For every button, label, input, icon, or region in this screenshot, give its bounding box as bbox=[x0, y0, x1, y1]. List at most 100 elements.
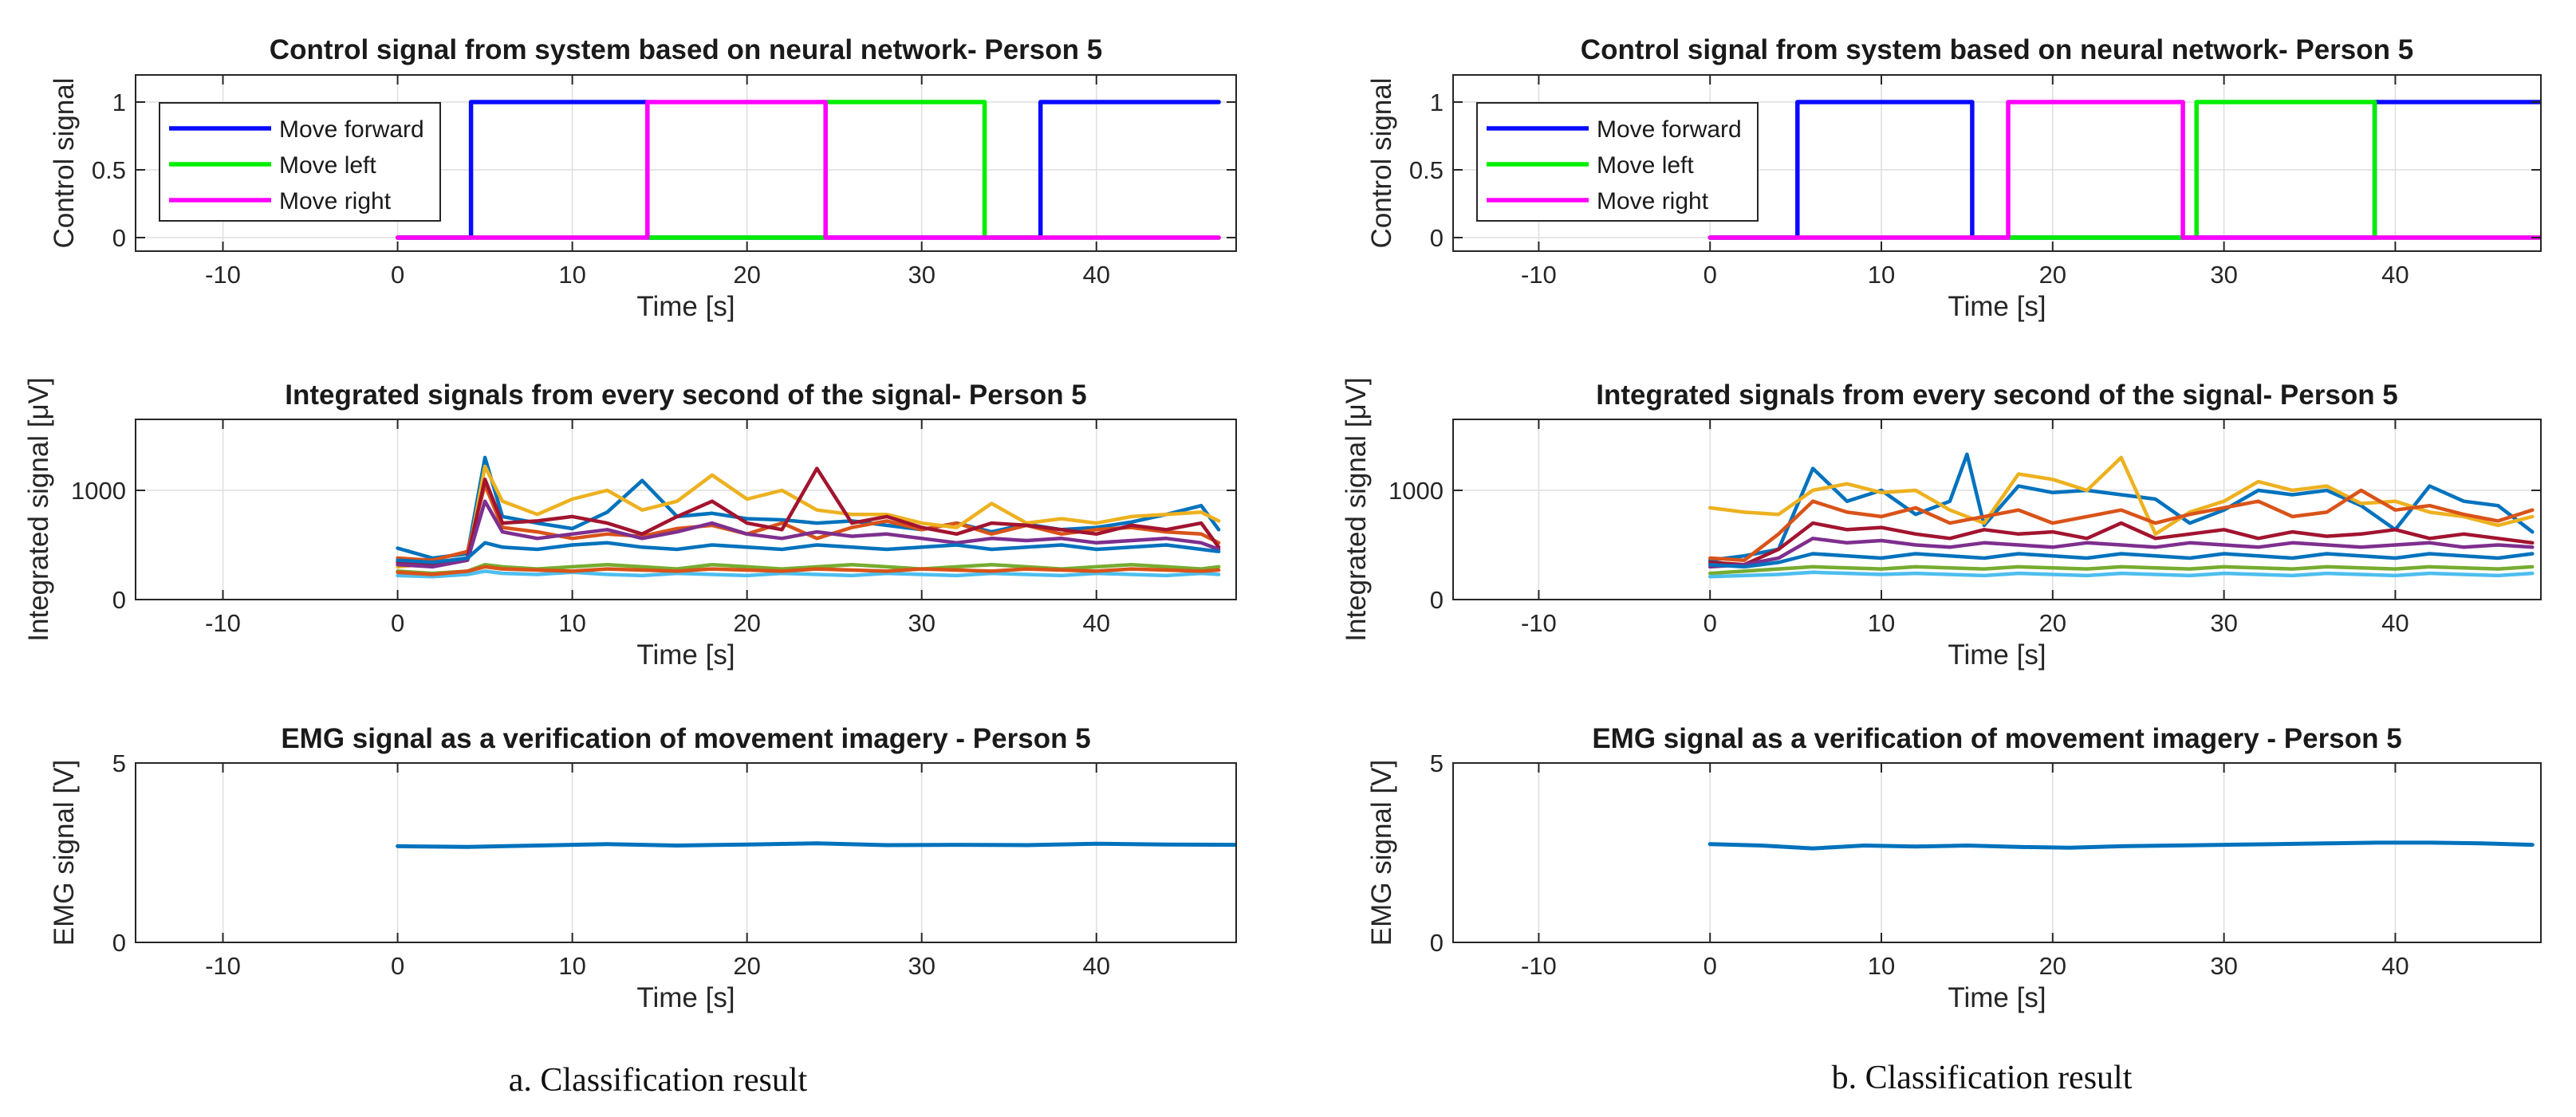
axes-box bbox=[1452, 762, 2542, 943]
panel-caption: b. Classification result bbox=[1832, 1060, 2133, 1096]
subplot-title: Control signal from system based on neur… bbox=[1581, 34, 2413, 65]
panel-caption: a. Classification result bbox=[509, 1062, 808, 1099]
panel-b: b. Classification result-10 0 10 20 30 4000.5… bbox=[1341, 34, 2542, 1096]
subplot-3: -10 0 10 20 30 40 0 5 EMG signal as a verificati… bbox=[1366, 723, 2542, 1013]
x-tick-label: 30 bbox=[2210, 952, 2237, 980]
x-axis-label: Time [s] bbox=[636, 639, 735, 671]
y-axis-label: Integrated signal [μV] bbox=[23, 377, 54, 641]
series-ch3 bbox=[1707, 488, 2535, 562]
axes-box bbox=[1452, 419, 2542, 600]
x-tick-label: 20 bbox=[733, 609, 760, 637]
x-tick-label: -10 bbox=[1521, 952, 1557, 980]
legend-entry: Move right bbox=[279, 188, 392, 214]
x-tick-label: 20 bbox=[733, 952, 760, 980]
y-tick-label: 0 bbox=[1430, 929, 1444, 957]
x-tick-label: 10 bbox=[1868, 952, 1895, 980]
y-tick-label: 0 bbox=[1430, 586, 1444, 614]
x-tick-label: 0 bbox=[391, 609, 404, 637]
legend-entry: Move forward bbox=[1597, 116, 1742, 143]
y-tick-label: 5 bbox=[112, 749, 126, 777]
series-group bbox=[395, 100, 1221, 240]
axes-box bbox=[1452, 74, 2542, 252]
series-ch6 bbox=[396, 562, 1221, 576]
legend-entry: Move forward bbox=[279, 116, 424, 143]
x-tick-label: 0 bbox=[391, 261, 404, 289]
panel-a: a. Classification result -10 0 10 20 30 40 0 0.5… bbox=[23, 34, 1237, 1099]
subplot-title: EMG signal as a verification of movement… bbox=[281, 723, 1090, 754]
x-tick-label: 0 bbox=[391, 952, 404, 980]
y-tick-label: 0 bbox=[112, 224, 126, 252]
y-axis-label: EMG signal [V] bbox=[49, 760, 80, 946]
series-ch1 bbox=[396, 455, 1221, 560]
grid bbox=[1453, 762, 2541, 943]
x-tick-label: 20 bbox=[2039, 609, 2066, 637]
x-tick-label: 20 bbox=[2039, 261, 2066, 289]
series-ch4 bbox=[1707, 521, 2535, 567]
axes-box bbox=[135, 74, 1237, 252]
x-axis-label: Time [s] bbox=[1948, 982, 2046, 1013]
y-axis-label: EMG signal [V] bbox=[1366, 760, 1397, 946]
series-ch8 bbox=[396, 541, 1221, 564]
y-tick-label: 0 bbox=[112, 929, 126, 957]
subplot-title: Integrated signals from every second of … bbox=[1596, 380, 2398, 411]
x-tick-label: 10 bbox=[1868, 261, 1895, 289]
series-ch1 bbox=[1707, 452, 2535, 562]
series-group bbox=[396, 841, 1236, 849]
x-tick-label: -10 bbox=[205, 261, 241, 289]
y-tick-label: 0 bbox=[1430, 224, 1444, 252]
y-tick-label: 1 bbox=[1430, 88, 1444, 116]
series-emg bbox=[396, 841, 1236, 849]
x-tick-label: 40 bbox=[2381, 261, 2409, 289]
y-tick-label: 1000 bbox=[1388, 477, 1444, 505]
subplot-title: Integrated signals from every second of … bbox=[285, 380, 1087, 411]
series-ch9 bbox=[396, 564, 1221, 576]
y-tick-label: 0.5 bbox=[1409, 156, 1444, 184]
x-tick-label: 10 bbox=[558, 261, 585, 289]
x-tick-label: 30 bbox=[908, 609, 935, 637]
x-tick-label: 40 bbox=[1083, 952, 1110, 980]
series-ch2 bbox=[1707, 455, 2535, 537]
series-group bbox=[396, 455, 1221, 579]
x-tick-label: -10 bbox=[1521, 609, 1557, 637]
x-tick-label: 40 bbox=[1083, 609, 1110, 637]
series-ch7 bbox=[396, 569, 1221, 579]
x-tick-label: 10 bbox=[558, 952, 585, 980]
series-group bbox=[1707, 840, 2535, 851]
y-axis-label: Control signal bbox=[49, 78, 80, 249]
grid bbox=[136, 762, 1236, 943]
x-axis-label: Time [s] bbox=[1948, 291, 2046, 322]
x-tick-label: 20 bbox=[733, 261, 760, 289]
y-tick-label: 0.5 bbox=[92, 156, 126, 184]
series-ch8 bbox=[1707, 552, 2535, 569]
subplot-title: Control signal from system based on neur… bbox=[270, 34, 1102, 65]
series-move-right bbox=[1707, 100, 2541, 240]
series-emg bbox=[1707, 840, 2535, 851]
x-tick-label: 10 bbox=[1868, 609, 1895, 637]
series-ch2 bbox=[396, 482, 1221, 562]
subplot-3: -10 0 10 20 30 40 0 5 EMG signal as a verificati… bbox=[49, 723, 1237, 1013]
y-tick-label: 1000 bbox=[71, 477, 126, 505]
y-tick-label: 5 bbox=[1430, 749, 1444, 777]
subplot-1: -10 0 10 20 30 40 0 0.5 1 Control signal from sys… bbox=[49, 34, 1237, 322]
axes-box bbox=[135, 762, 1237, 943]
series-group bbox=[1707, 452, 2535, 579]
y-tick-label: 0 bbox=[112, 586, 126, 614]
x-axis-label: Time [s] bbox=[636, 982, 735, 1013]
x-tick-label: 40 bbox=[1083, 261, 1110, 289]
x-tick-label: 30 bbox=[908, 261, 935, 289]
subplot-2: -10 0 10 20 30 40 0 1000 Integrated signals from… bbox=[1341, 377, 2542, 671]
series-ch7 bbox=[1707, 570, 2535, 579]
legend: Move forward Move left Move right bbox=[1476, 102, 1759, 222]
series-ch4 bbox=[396, 466, 1221, 567]
x-tick-label: -10 bbox=[205, 609, 241, 637]
x-tick-label: 20 bbox=[2039, 952, 2066, 980]
x-tick-label: 0 bbox=[1704, 261, 1717, 289]
x-tick-label: 10 bbox=[558, 609, 585, 637]
x-tick-label: -10 bbox=[1521, 261, 1557, 289]
x-tick-label: 0 bbox=[1704, 952, 1717, 980]
series-ch6 bbox=[1707, 564, 2535, 576]
y-axis-label: Integrated signal [μV] bbox=[1341, 377, 1372, 641]
subplot-1: -10 0 10 20 30 40 0 0.5 1 Control signal from sys… bbox=[1366, 34, 2542, 322]
x-tick-label: 30 bbox=[2210, 609, 2237, 637]
